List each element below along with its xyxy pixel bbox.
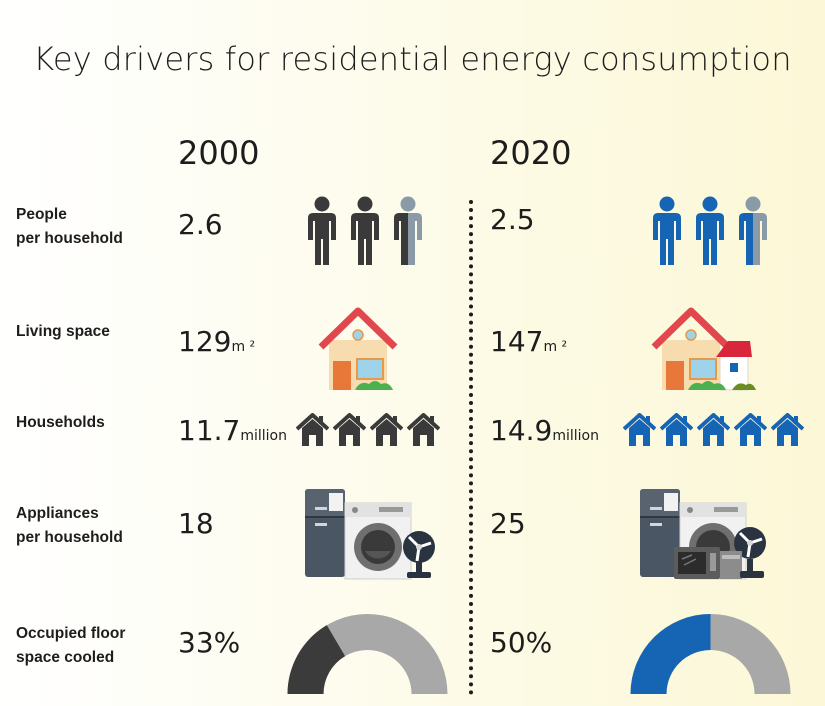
value-living-2000: 129 (178, 325, 232, 358)
value-appliances-2020: 25 (490, 507, 526, 540)
home-icon (697, 413, 730, 446)
value-people-2020: 2.5 (490, 203, 535, 236)
column-divider (469, 200, 473, 695)
households-icons-2020 (623, 413, 808, 449)
gauge-fill-2000 (287, 625, 346, 694)
value-households-2000-group: 11.7million (178, 414, 287, 447)
appliances-icon-2000 (305, 489, 435, 580)
home-icon (734, 413, 767, 446)
value-households-2020-group: 14.9million (490, 414, 599, 447)
row-label-cooled: Occupied floor space cooled (16, 625, 126, 666)
value-appliances-2000: 18 (178, 507, 214, 540)
house-icon-2020 (651, 307, 756, 391)
home-icon (333, 413, 366, 446)
page-title: Key drivers for residential energy consu… (33, 40, 792, 78)
home-icon (771, 413, 804, 446)
value-cooled-2020: 50% (490, 626, 553, 659)
house-icon-2000 (318, 307, 398, 390)
home-icon (623, 413, 656, 446)
cooling-gauge-2000 (287, 614, 448, 694)
value-living-2020: 147 (490, 325, 544, 358)
value-living-2020-group: 147m ² (490, 325, 567, 358)
row-label-appliances: Appliances per household (16, 505, 123, 546)
unit-living-2020: m ² (543, 339, 568, 355)
appliances-icon-2020 (640, 489, 766, 580)
row-label-living-space: Living space (16, 323, 110, 340)
year-2020-heading: 2020 (490, 134, 572, 172)
row-label-people: People per household (16, 206, 123, 247)
value-living-2000-group: 129m ² (178, 325, 255, 358)
year-2000-heading: 2000 (178, 134, 260, 172)
value-households-2000: 11.7 (178, 414, 241, 447)
people-icon-2020 (653, 196, 767, 265)
home-icon (370, 413, 403, 446)
value-households-2020: 14.9 (490, 414, 553, 447)
unit-households-2020: million (552, 428, 599, 444)
home-icon (660, 413, 693, 446)
home-icon (296, 413, 329, 446)
cooling-gauge-2020 (630, 614, 791, 694)
value-cooled-2000: 33% (178, 626, 241, 659)
gauge-fill-2020 (630, 614, 711, 694)
value-people-2000: 2.6 (178, 208, 223, 241)
unit-living-2000: m ² (231, 339, 256, 355)
home-icon (407, 413, 440, 446)
unit-households-2000: million (240, 428, 287, 444)
households-icons-2000 (296, 413, 446, 449)
people-icon-2000 (308, 196, 422, 265)
row-label-households: Households (16, 414, 105, 431)
